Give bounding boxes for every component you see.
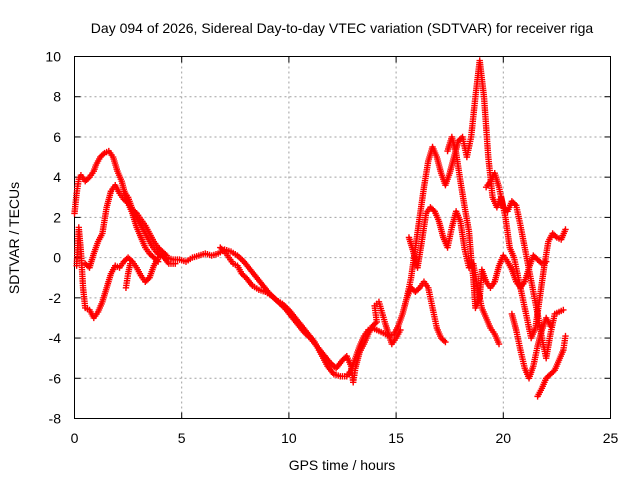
data-point [542,258,550,265]
data-point [172,260,179,267]
plot-frame [74,56,611,419]
data-point [132,208,139,216]
data-point [153,257,160,264]
x-tick-label: 20 [496,430,512,446]
y-tick-label: -8 [49,411,62,427]
y-tick-label: 6 [53,129,61,145]
axis-ticks [74,56,611,419]
data-point [511,200,518,208]
data-point [440,337,448,344]
data-point [397,326,404,334]
y-tick-label: -6 [49,370,62,386]
y-tick-label: 8 [53,89,61,105]
x-axis-label: GPS time / hours [289,457,396,473]
data-point [442,338,449,346]
y-tick-label: 10 [45,49,61,65]
data-point [84,175,92,182]
data-point [154,258,162,265]
data-point [562,332,569,340]
data-point [560,306,567,314]
data-point [127,257,135,264]
y-tick-label: -4 [49,330,62,346]
data-point [163,252,170,259]
data-point [495,340,503,348]
x-tick-label: 10 [281,430,297,446]
x-tick-label: 0 [71,430,79,446]
data-point [430,206,437,214]
y-tick-labels: -8 -6 -4 -2 0 2 4 6 8 10 [45,49,61,427]
data-point [219,247,227,254]
data-point [372,320,379,327]
y-tick-label: 2 [53,209,61,225]
data-point [550,368,557,375]
grid [74,56,611,419]
chart-title: Day 094 of 2026, Sidereal Day-to-day VTE… [91,20,594,36]
y-tick-label: 0 [53,250,61,266]
data-point [547,322,554,330]
data-point [144,275,152,283]
data-point [552,232,559,240]
data-point [99,151,107,158]
data-point [127,260,134,267]
data-point [562,226,569,233]
y-tick-label: -2 [49,290,62,306]
data-marks [71,57,569,400]
x-tick-label: 25 [603,430,619,446]
x-tick-labels: 0 5 10 15 20 25 [71,430,619,446]
data-point [162,251,169,258]
x-tick-label: 5 [178,430,186,446]
x-tick-label: 15 [388,430,404,446]
data-point [415,285,422,293]
y-axis-label: SDTVAR / TECUs [6,182,22,294]
y-tick-label: 4 [53,169,61,185]
